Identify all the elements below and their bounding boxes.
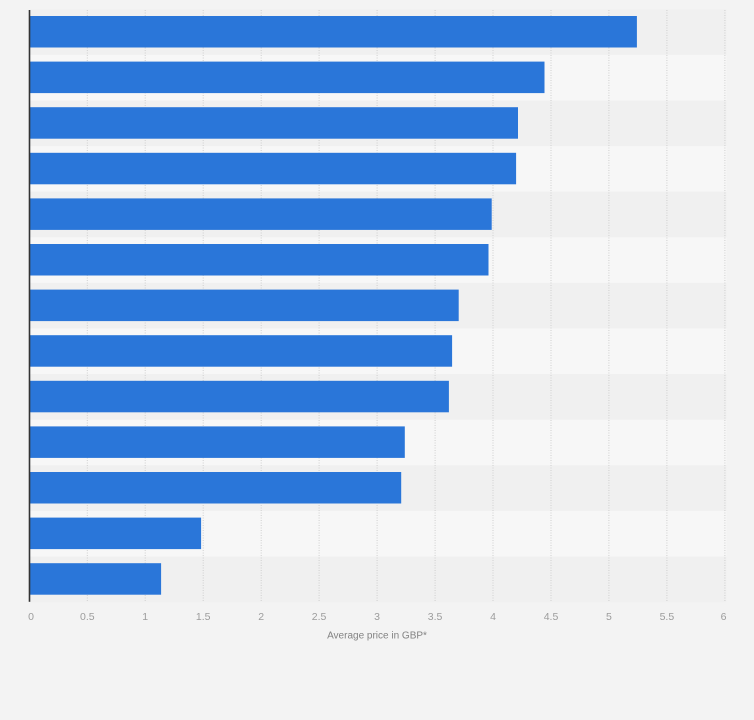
svg-text:5.5: 5.5 xyxy=(660,611,675,623)
svg-text:3.5: 3.5 xyxy=(428,611,443,623)
svg-text:1.5: 1.5 xyxy=(196,611,211,623)
svg-text:0.5: 0.5 xyxy=(80,611,95,623)
svg-text:2.5: 2.5 xyxy=(312,611,327,623)
svg-text:2: 2 xyxy=(258,611,264,623)
svg-text:0: 0 xyxy=(28,611,34,623)
svg-text:4: 4 xyxy=(490,611,496,623)
svg-text:3: 3 xyxy=(374,611,380,623)
svg-text:4.5: 4.5 xyxy=(544,611,559,623)
svg-text:6: 6 xyxy=(721,611,727,623)
svg-text:5: 5 xyxy=(606,611,612,623)
svg-text:1: 1 xyxy=(142,611,148,623)
svg-text:Average price in GBP*: Average price in GBP* xyxy=(327,630,427,641)
